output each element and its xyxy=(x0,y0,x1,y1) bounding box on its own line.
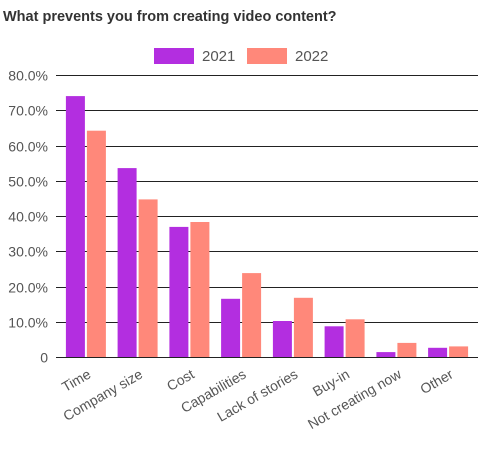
y-tick-label: 0 xyxy=(40,350,48,366)
y-tick-label: 80.0% xyxy=(8,68,48,84)
legend: 2021 2022 xyxy=(0,44,478,68)
bar-2022-not-creating-now xyxy=(397,342,417,357)
legend-label-2022: 2022 xyxy=(295,47,329,65)
bar-2021-company-size xyxy=(117,168,137,357)
legend-swatch-2021 xyxy=(154,48,194,64)
bar-2022-company-size xyxy=(138,199,158,357)
chart-title: What prevents you from creating video co… xyxy=(3,9,337,25)
x-tick-label: Time xyxy=(59,366,94,395)
y-tick-label: 10.0% xyxy=(8,315,48,331)
bar-2022-lack-of-stories xyxy=(293,297,313,357)
bar-2021-other xyxy=(428,347,448,357)
y-tick-label: 60.0% xyxy=(8,139,48,155)
x-tick-label: Cost xyxy=(164,366,197,394)
bar-2021-buy-in xyxy=(324,326,344,357)
bar-2021-lack-of-stories xyxy=(272,321,292,357)
y-tick-label: 50.0% xyxy=(8,174,48,190)
y-tick-label: 70.0% xyxy=(8,103,48,119)
y-tick-label: 30.0% xyxy=(8,244,48,260)
bar-2022-buy-in xyxy=(345,319,365,357)
bar-2021-time xyxy=(65,96,85,357)
x-tick-label: Not creating now xyxy=(305,365,405,432)
bar-2022-time xyxy=(86,130,106,357)
x-tick-label: Other xyxy=(417,366,456,398)
bar-2021-capabilities xyxy=(221,298,241,357)
legend-item-2022[interactable]: 2022 xyxy=(247,44,328,68)
legend-label-2021: 2021 xyxy=(202,47,236,65)
bar-2022-other xyxy=(449,346,469,357)
bar-2021-cost xyxy=(169,226,189,357)
y-tick-label: 20.0% xyxy=(8,280,48,296)
bar-2022-capabilities xyxy=(242,273,262,357)
legend-item-2021[interactable]: 2021 xyxy=(154,44,235,68)
legend-swatch-2022 xyxy=(247,48,287,64)
bar-2021-not-creating-now xyxy=(376,352,396,357)
y-tick-label: 40.0% xyxy=(8,209,48,225)
bar-2022-cost xyxy=(190,222,210,357)
